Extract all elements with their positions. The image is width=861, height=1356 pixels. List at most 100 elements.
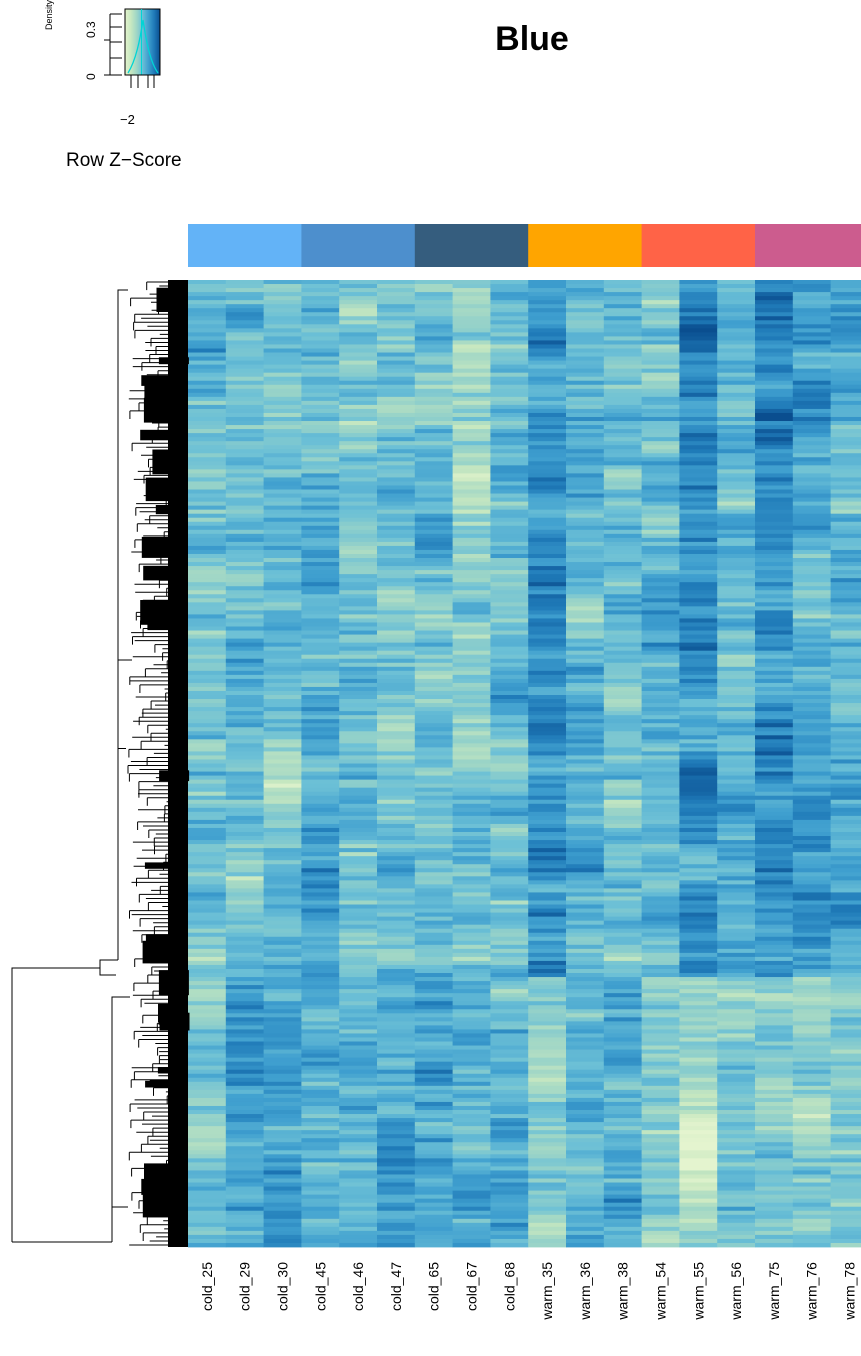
heatmap-cell xyxy=(755,985,794,990)
heatmap-cell xyxy=(490,1089,529,1095)
heatmap-cell xyxy=(641,1085,680,1091)
heatmap-cell xyxy=(414,811,453,817)
heatmap-cell xyxy=(377,803,416,809)
heatmap-cell xyxy=(225,421,264,426)
heatmap-cell xyxy=(755,783,794,789)
heatmap-cell xyxy=(717,936,756,942)
heatmap-cell xyxy=(528,505,567,511)
heatmap-cell xyxy=(641,727,680,732)
heatmap-cell xyxy=(188,1001,227,1006)
heatmap-cell xyxy=(641,445,680,450)
heatmap-cell xyxy=(490,1126,529,1131)
heatmap-cell xyxy=(414,574,453,579)
heatmap-cell xyxy=(641,324,680,329)
heatmap-cell xyxy=(792,755,831,760)
heatmap-cell xyxy=(414,477,453,482)
heatmap-cell xyxy=(792,723,831,728)
heatmap-cell xyxy=(301,300,340,305)
heatmap-cell xyxy=(755,549,794,555)
heatmap-cell xyxy=(679,1013,718,1018)
heatmap-cell xyxy=(452,743,491,748)
heatmap-cell xyxy=(452,493,491,498)
heatmap-cell xyxy=(301,614,340,619)
heatmap-cell xyxy=(792,1234,831,1240)
heatmap-cell xyxy=(188,1138,227,1143)
heatmap-cell xyxy=(566,1005,605,1010)
heatmap-cell xyxy=(377,1013,416,1018)
heatmap-cell xyxy=(490,844,529,849)
heatmap-cell xyxy=(566,703,605,708)
heatmap-cell xyxy=(263,1009,302,1014)
heatmap-cell xyxy=(490,1170,529,1175)
heatmap-cell xyxy=(755,960,794,966)
heatmap-cell xyxy=(830,296,861,301)
heatmap-cell xyxy=(641,989,680,994)
heatmap-cell xyxy=(603,364,642,370)
heatmap-cell xyxy=(377,638,416,644)
heatmap-cell xyxy=(301,940,340,946)
heatmap-cell xyxy=(452,973,491,978)
column-label: warm_36 xyxy=(577,1262,593,1321)
heatmap-cell xyxy=(188,1182,227,1187)
heatmap-cell xyxy=(225,674,264,680)
heatmap-cell xyxy=(830,1049,861,1054)
heatmap-cell xyxy=(566,537,605,543)
heatmap-cell xyxy=(641,993,680,998)
heatmap-cell xyxy=(717,541,756,547)
heatmap-cell xyxy=(490,1045,529,1050)
heatmap-cell xyxy=(792,711,831,716)
heatmap-cell xyxy=(792,1045,831,1050)
heatmap-cell xyxy=(377,1110,416,1115)
heatmap-cell xyxy=(414,771,453,776)
heatmap-cell xyxy=(717,457,756,462)
heatmap-cell xyxy=(679,1158,718,1163)
heatmap-cell xyxy=(339,316,378,321)
heatmap-cell xyxy=(377,429,416,434)
heatmap-cell xyxy=(490,537,529,543)
dendrogram-leaf-mass xyxy=(147,614,178,631)
heatmap-cell xyxy=(679,747,718,752)
heatmap-cell xyxy=(339,771,378,776)
heatmap-cell xyxy=(377,1081,416,1087)
heatmap-cell xyxy=(452,513,491,519)
heatmap-cell xyxy=(528,433,567,438)
heatmap-cell xyxy=(830,614,861,619)
heatmap-cell xyxy=(490,1234,529,1240)
heatmap-cell xyxy=(301,868,340,873)
heatmap-cell xyxy=(755,1073,794,1079)
heatmap-cell xyxy=(490,960,529,966)
heatmap-cell xyxy=(603,904,642,909)
heatmap-cell xyxy=(566,574,605,579)
heatmap-cell xyxy=(452,1093,491,1099)
heatmap-cell xyxy=(566,360,605,366)
heatmap-cell xyxy=(830,477,861,482)
heatmap-cell xyxy=(301,880,340,885)
heatmap-cell xyxy=(717,1226,756,1232)
heatmap-cell xyxy=(188,908,227,913)
heatmap-cell xyxy=(490,654,529,660)
heatmap-cell xyxy=(301,767,340,772)
heatmap-cell xyxy=(717,529,756,535)
heatmap-cell xyxy=(301,678,340,684)
heatmap-cell xyxy=(263,513,302,519)
heatmap-cell xyxy=(339,836,378,841)
heatmap-cell xyxy=(339,674,378,680)
heatmap-cell xyxy=(188,1146,227,1151)
heatmap-cell xyxy=(301,960,340,966)
heatmap-cell xyxy=(717,501,756,507)
heatmap-cell xyxy=(263,416,302,422)
heatmap-cell xyxy=(490,735,529,740)
heatmap-cell xyxy=(792,920,831,926)
heatmap-cell xyxy=(566,1178,605,1183)
heatmap-cell xyxy=(717,981,756,986)
heatmap-cell xyxy=(603,1105,642,1111)
heatmap-cell xyxy=(679,690,718,696)
heatmap-cell xyxy=(414,944,453,950)
heatmap-cell xyxy=(301,1142,340,1147)
heatmap-cell xyxy=(452,1005,491,1010)
heatmap-cell xyxy=(452,449,491,454)
heatmap-cell xyxy=(452,916,491,922)
heatmap-cell xyxy=(641,1158,680,1163)
heatmap-cell xyxy=(679,412,718,418)
heatmap-cell xyxy=(188,336,227,341)
